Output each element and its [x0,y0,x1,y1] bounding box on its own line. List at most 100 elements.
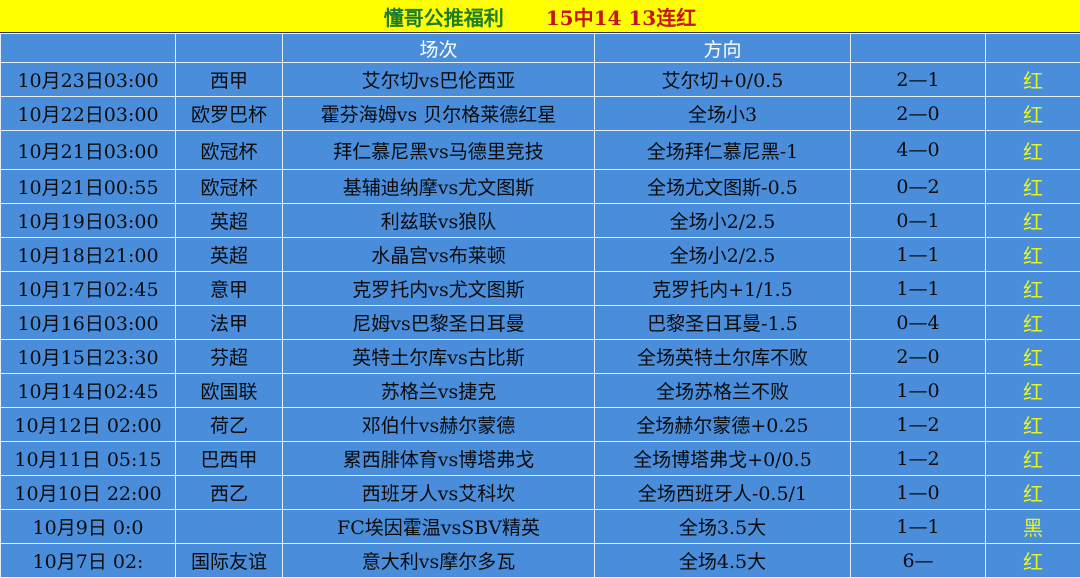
cell-result: 红 [986,340,1080,374]
cell-match: 苏格兰vs捷克 [283,374,595,408]
header-score [851,34,986,63]
cell-result: 红 [986,170,1080,204]
cell-match: 邓伯什vs赫尔蒙德 [283,408,595,442]
cell-score: 0—1 [851,204,986,238]
cell-score: 1—0 [851,374,986,408]
cell-score: 1—2 [851,442,986,476]
cell-score: 2—0 [851,97,986,131]
cell-pick: 全场西班牙人-0.5/1 [595,476,851,510]
cell-time: 10月11日 05:15 [1,442,176,476]
cell-time: 10月21日03:00 [1,131,176,170]
cell-result: 红 [986,544,1080,578]
cell-league: 欧国联 [176,374,283,408]
header-time [1,34,176,63]
cell-pick: 全场4.5大 [595,544,851,578]
cell-result: 黑 [986,510,1080,544]
cell-result: 红 [986,63,1080,97]
cell-score: 0—2 [851,170,986,204]
cell-league: 荷乙 [176,408,283,442]
cell-result: 红 [986,238,1080,272]
cell-pick: 全场小2/2.5 [595,238,851,272]
cell-result: 红 [986,408,1080,442]
cell-time: 10月10日 22:00 [1,476,176,510]
cell-league: 西甲 [176,63,283,97]
cell-league: 法甲 [176,306,283,340]
cell-time: 10月23日03:00 [1,63,176,97]
cell-result: 红 [986,204,1080,238]
cell-match: 基辅迪纳摩vs尤文图斯 [283,170,595,204]
cell-match: 意大利vs摩尔多瓦 [283,544,595,578]
title-name: 懂哥公推福利 [384,2,504,31]
header-pick: 方向 [595,34,851,63]
cell-score: 6— [851,544,986,578]
cell-time: 10月19日03:00 [1,204,176,238]
cell-league: 英超 [176,204,283,238]
cell-time: 10月9日 0:0 [1,510,176,544]
cell-time: 10月14日02:45 [1,374,176,408]
cell-score: 1—1 [851,272,986,306]
cell-pick: 全场苏格兰不败 [595,374,851,408]
cell-score: 4—0 [851,131,986,170]
cell-result: 红 [986,272,1080,306]
cell-result: 红 [986,131,1080,170]
header-row: 场次 方向 [1,34,1080,63]
cell-match: FC埃因霍温vsSBV精英 [283,510,595,544]
cell-pick: 克罗托内+1/1.5 [595,272,851,306]
cell-score: 0—4 [851,306,986,340]
cell-match: 利兹联vs狼队 [283,204,595,238]
cell-score: 2—1 [851,63,986,97]
cell-match: 累西腓体育vs博塔弗戈 [283,442,595,476]
cell-time: 10月16日03:00 [1,306,176,340]
cell-league [176,510,283,544]
cell-pick: 全场小3 [595,97,851,131]
cell-score: 1—0 [851,476,986,510]
header-match: 场次 [283,34,595,63]
header-result [986,34,1080,63]
cell-time: 10月17日02:45 [1,272,176,306]
cell-match: 水晶宫vs布莱顿 [283,238,595,272]
cell-match: 霍芬海姆vs 贝尔格莱德红星 [283,97,595,131]
cell-time: 10月18日21:00 [1,238,176,272]
cell-pick: 全场3.5大 [595,510,851,544]
cell-pick: 全场尤文图斯-0.5 [595,170,851,204]
cell-pick: 巴黎圣日耳曼-1.5 [595,306,851,340]
cell-pick: 全场拜仁慕尼黑-1 [595,131,851,170]
cell-league: 芬超 [176,340,283,374]
title-bar: 懂哥公推福利 15中14 13连红 [0,0,1080,33]
cell-result: 红 [986,97,1080,131]
cell-match: 尼姆vs巴黎圣日耳曼 [283,306,595,340]
cell-league: 欧冠杯 [176,170,283,204]
cell-score: 1—2 [851,408,986,442]
cell-league: 欧冠杯 [176,131,283,170]
cell-match: 艾尔切vs巴伦西亚 [283,63,595,97]
cell-league: 英超 [176,238,283,272]
cell-score: 2—0 [851,340,986,374]
cell-result: 红 [986,442,1080,476]
cell-time: 10月22日03:00 [1,97,176,131]
cell-league: 意甲 [176,272,283,306]
cell-pick: 全场赫尔蒙德+0.25 [595,408,851,442]
cell-time: 10月12日 02:00 [1,408,176,442]
cell-match: 克罗托内vs尤文图斯 [283,272,595,306]
cell-result: 红 [986,374,1080,408]
cell-time: 10月21日00:55 [1,170,176,204]
cell-league: 巴西甲 [176,442,283,476]
cell-match: 英特土尔库vs古比斯 [283,340,595,374]
header-league [176,34,283,63]
